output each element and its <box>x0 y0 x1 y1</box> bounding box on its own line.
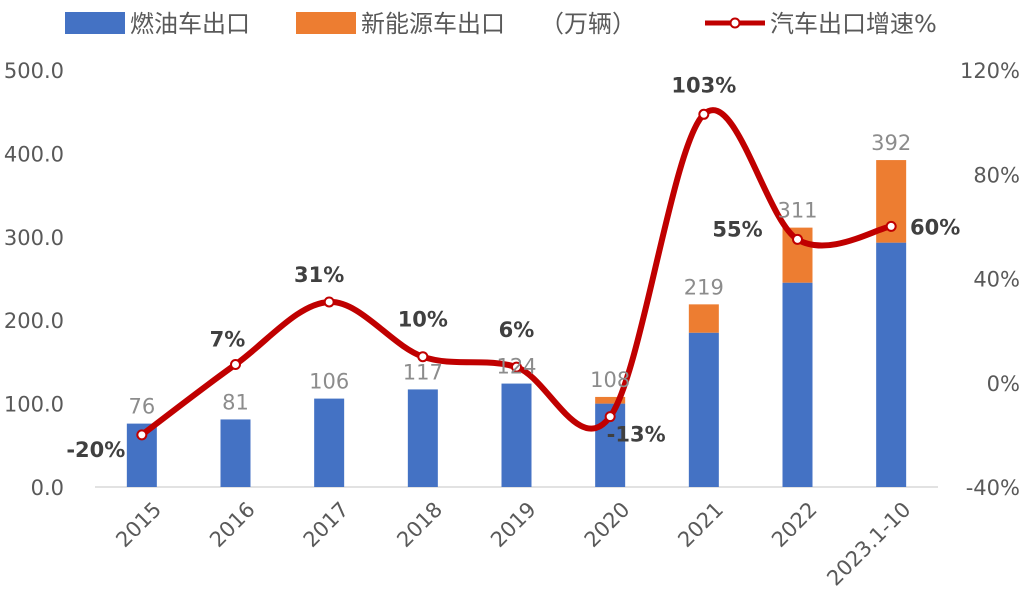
growth-marker <box>511 361 522 373</box>
x-axis-ticks: 2015 2016 2017 2018 2019 2020 2021 2022 2023.1-1… <box>111 497 915 590</box>
growth-value-label: 6% <box>499 318 535 342</box>
bar-fuel <box>407 389 438 487</box>
growth-marker <box>136 429 148 441</box>
total-value-label: 76 <box>128 395 155 419</box>
bar-fuel <box>876 242 907 487</box>
growth-marker <box>792 233 803 245</box>
x-tick-label: 2016 <box>205 497 260 552</box>
growth-value-label: 103% <box>671 73 736 97</box>
growth-value-label: 7% <box>210 328 246 352</box>
legend-label-nev: 新能源车出口 <box>361 10 505 38</box>
legend-label-growth: 汽车出口增速% <box>770 10 937 38</box>
growth-marker <box>885 220 897 232</box>
bar-fuel <box>501 383 532 487</box>
x-tick-label: 2017 <box>299 497 354 552</box>
growth-markers <box>136 108 897 441</box>
y-left-tick-label: 300.0 <box>4 226 64 250</box>
growth-marker <box>323 296 335 308</box>
growth-marker <box>417 351 429 363</box>
y-left-tick-label: 500.0 <box>4 59 64 83</box>
growth-value-label: 55% <box>712 217 762 241</box>
x-tick-label: 2022 <box>767 497 822 552</box>
growth-value-label: -13% <box>607 423 666 447</box>
growth-value-label: 31% <box>294 263 344 287</box>
growth-value-label: 60% <box>910 215 960 239</box>
legend-label-fuel: 燃油车出口 <box>130 10 250 38</box>
x-tick-label: 2018 <box>392 497 447 552</box>
total-value-label: 124 <box>496 355 536 379</box>
bar-fuel <box>782 282 813 487</box>
y-left-tick-label: 0.0 <box>31 476 64 500</box>
growth-marker <box>230 359 241 371</box>
growth-labels: -20% 7% 31% 10% 6% -13% 103% 55% 60% <box>66 73 960 462</box>
bar-fuel <box>314 398 345 487</box>
x-tick-label: 2021 <box>673 497 728 552</box>
growth-value-label: -20% <box>66 438 125 462</box>
y-axis-right: -40% 0% 40% 80% 120% <box>960 59 1020 500</box>
bar-fuel <box>688 332 719 487</box>
total-value-label: 106 <box>309 370 349 394</box>
y-axis-left: 0.0 100.0 200.0 300.0 400.0 500.0 <box>4 59 64 500</box>
y-right-tick-label: 40% <box>973 268 1020 292</box>
bar-nev <box>688 304 719 333</box>
x-tick-label: 2015 <box>111 497 166 552</box>
total-value-label: 219 <box>684 275 724 299</box>
total-value-label: 311 <box>777 199 817 223</box>
growth-line <box>138 107 895 438</box>
y-right-tick-label: 80% <box>973 163 1020 187</box>
x-tick-label: 2020 <box>580 497 635 552</box>
legend: 燃油车出口 新能源车出口 （万辆） 汽车出口增速% <box>65 10 937 38</box>
total-labels: 76 81 106 117 124 108 219 311 392 <box>128 131 911 419</box>
total-value-label: 117 <box>403 360 443 384</box>
legend-swatch-nev <box>296 12 356 34</box>
total-value-label: 392 <box>871 131 911 155</box>
total-value-label: 81 <box>222 390 249 414</box>
growth-marker <box>698 108 710 120</box>
growth-marker <box>604 411 616 423</box>
bars <box>126 160 907 487</box>
y-left-tick-label: 400.0 <box>4 142 64 166</box>
y-right-tick-label: -40% <box>966 476 1020 500</box>
bar-nev <box>595 396 626 404</box>
y-left-tick-label: 100.0 <box>4 393 64 417</box>
legend-unit-note: （万辆） <box>540 10 636 38</box>
y-left-tick-label: 200.0 <box>4 309 64 333</box>
x-tick-label: 2023.1-10 <box>822 497 915 590</box>
x-tick-label: 2019 <box>486 497 541 552</box>
y-right-tick-label: 120% <box>960 59 1020 83</box>
growth-value-label: 10% <box>398 308 448 332</box>
legend-line-marker <box>729 17 741 29</box>
bar-fuel <box>220 419 251 487</box>
legend-swatch-fuel <box>65 12 125 34</box>
total-value-label: 108 <box>590 368 630 392</box>
y-right-tick-label: 0% <box>987 372 1020 396</box>
